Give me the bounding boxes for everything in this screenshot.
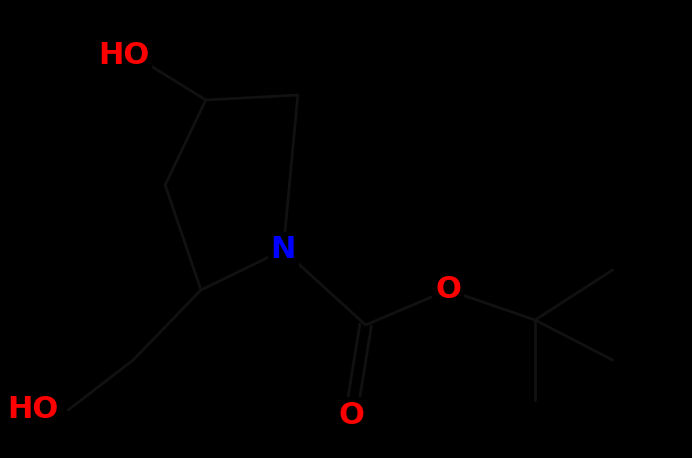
Text: O: O bbox=[338, 400, 364, 430]
Text: N: N bbox=[271, 235, 296, 265]
Text: HO: HO bbox=[98, 40, 149, 70]
Text: HO: HO bbox=[8, 396, 59, 425]
Text: O: O bbox=[435, 276, 461, 305]
